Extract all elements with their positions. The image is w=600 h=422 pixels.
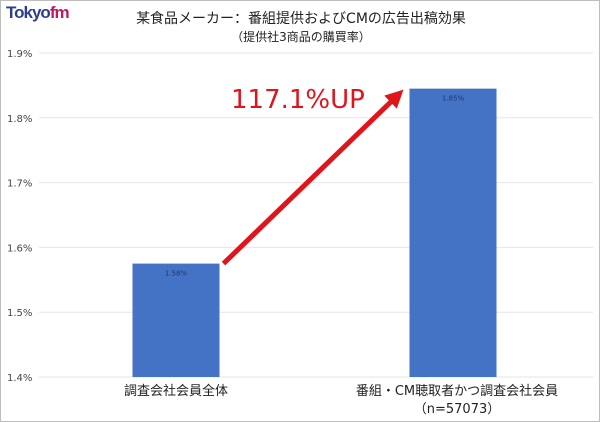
bar	[132, 263, 220, 377]
tokyofm-logo: Tokyofm	[6, 3, 70, 22]
y-tick-label: 1.7%	[7, 179, 32, 190]
arrow-line	[221, 97, 395, 266]
data-label: 1.58%	[165, 270, 188, 278]
y-tick-label: 1.4%	[7, 373, 32, 384]
chart-subtitle: （提供社3商品の購買率）	[231, 30, 371, 44]
y-tick-label: 1.9%	[7, 49, 32, 60]
annotation-text: 117.1%UP	[231, 85, 365, 115]
x-tick-label: 番組・CM聴取者かつ調査会社会員	[356, 383, 558, 399]
chart-title: 某食品メーカー：番組提供およびCMの広告出稿効果	[136, 11, 466, 27]
arrow-head	[384, 89, 404, 109]
x-tick-label: （n=57073）	[414, 402, 501, 417]
data-label: 1.85%	[442, 95, 465, 103]
bar	[409, 88, 497, 377]
y-tick-label: 1.5%	[7, 308, 32, 319]
y-tick-label: 1.6%	[7, 243, 32, 254]
x-tick-label: 調査会社会員全体	[124, 383, 228, 399]
y-tick-label: 1.8%	[7, 114, 32, 125]
